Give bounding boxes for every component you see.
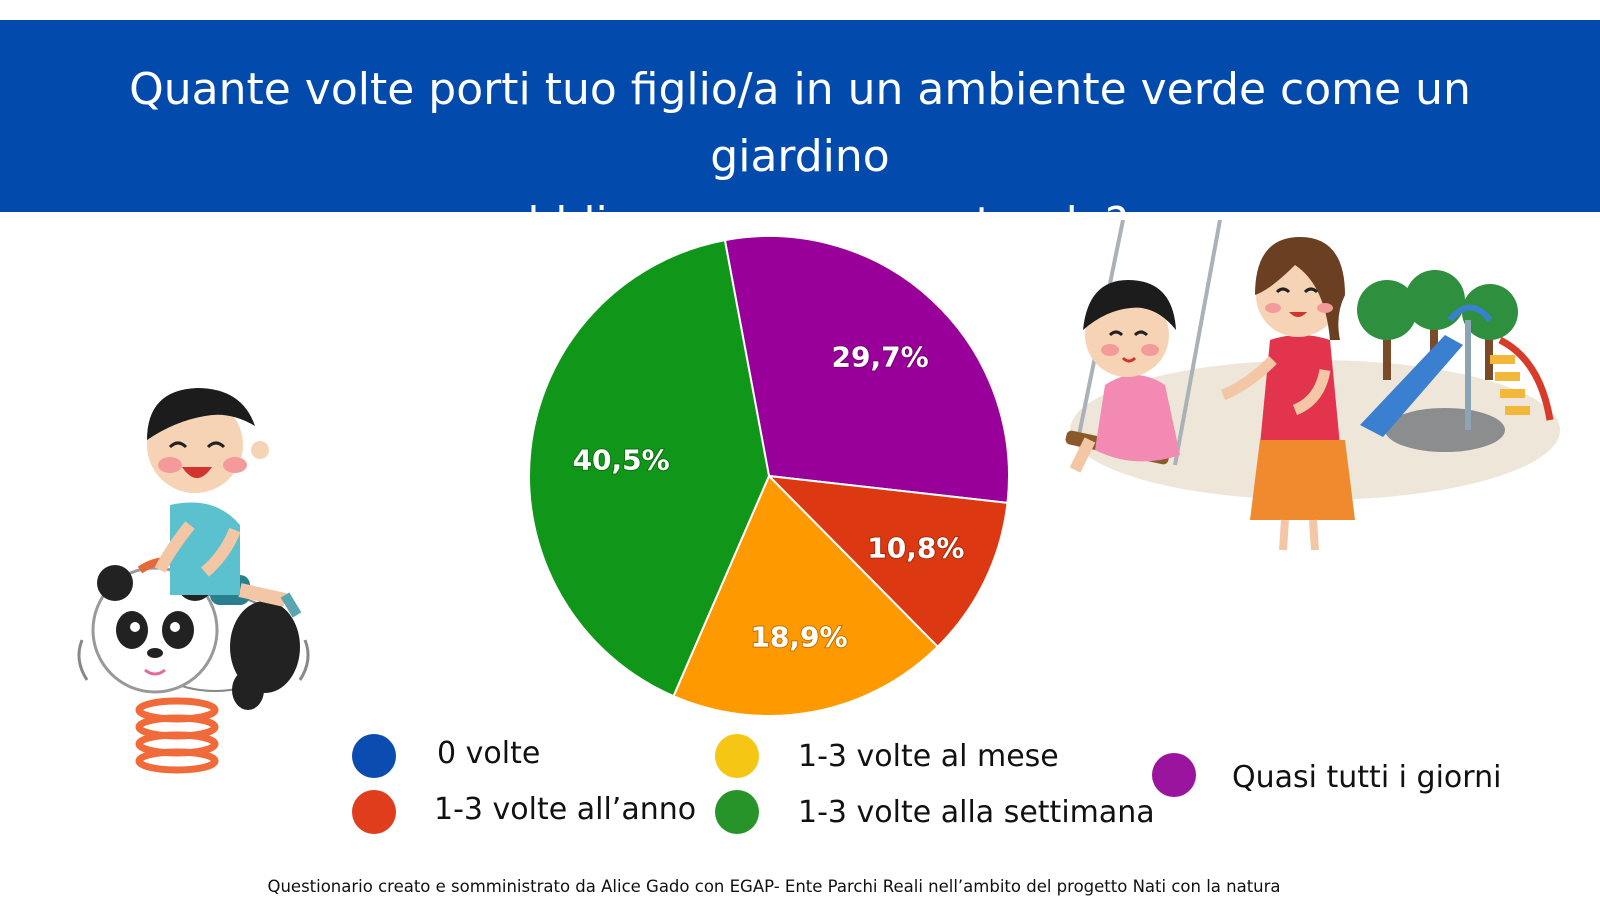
mother-and-girl-playground-illustration xyxy=(1065,220,1560,551)
legend-swatch-1-3-volte-settimana xyxy=(715,790,759,834)
legend-swatch-1-3-volte-mese xyxy=(715,734,759,778)
pie-label-1-3-volte-anno: 10,8% xyxy=(867,531,964,564)
pie-slice-1-3-volte-mese xyxy=(672,474,940,717)
legend-swatch-quasi-tutti-i-giorni xyxy=(1152,753,1196,797)
title-banner xyxy=(0,20,1600,212)
legend-label-1-3-volte-mese: 1-3 volte al mese xyxy=(798,739,1059,774)
legend-swatch-1-3-volte-anno xyxy=(352,790,396,834)
legend-swatch-0-volte xyxy=(352,734,396,778)
legend-label-0-volte: 0 volte xyxy=(437,736,541,771)
pie-slice-1-3-volte-anno xyxy=(766,474,1009,649)
footer-credit: Questionario creato e somministrato da A… xyxy=(267,877,1281,896)
pie-chart: 29,7% 10,8% 18,9% 40,5% xyxy=(528,235,1010,717)
pie-slice-1-3-volte-settimana xyxy=(528,238,771,698)
chart-title: Quante volte porti tuo figlio/a in un am… xyxy=(40,56,1560,257)
title-line-1: Quante volte porti tuo figlio/a in un am… xyxy=(129,64,1471,182)
child-on-panda-spring-rider-illustration xyxy=(77,388,310,774)
pie-slice-quasi-tutti-i-giorni xyxy=(723,235,1010,504)
legend-label-1-3-volte-anno: 1-3 volte all’anno xyxy=(434,792,697,827)
legend-label-quasi-tutti-i-giorni: Quasi tutti i giorni xyxy=(1232,760,1502,795)
legend-label-1-3-volte-settimana: 1-3 volte alla settimana xyxy=(798,795,1155,830)
pie-label-1-3-volte-mese: 18,9% xyxy=(750,620,847,653)
pie-label-quasi-tutti-i-giorni: 29,7% xyxy=(832,340,929,373)
pie-label-1-3-volte-settimana: 40,5% xyxy=(573,443,670,476)
